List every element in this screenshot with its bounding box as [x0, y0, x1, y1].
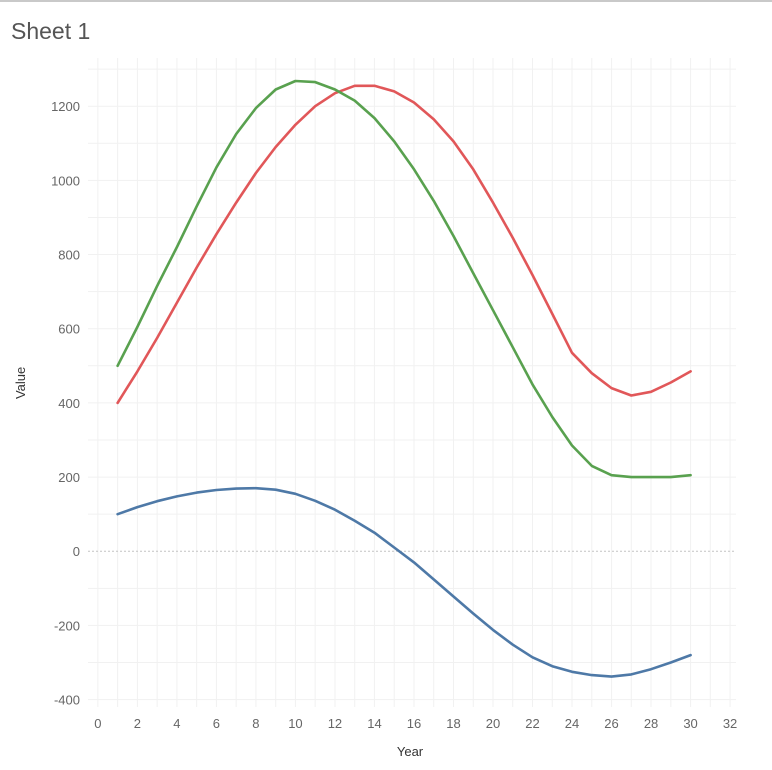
- grid: [88, 58, 736, 707]
- series-line-2[interactable]: [116, 84, 692, 405]
- series-line-1[interactable]: [116, 486, 692, 678]
- y-axis-ticks: -400 -200 0 200 400 600 800 1000 1200: [51, 99, 80, 707]
- x-tick-label: 4: [173, 716, 180, 731]
- y-tick-label: 600: [58, 322, 80, 337]
- y-axis-title: Value: [13, 367, 28, 399]
- x-tick-label: 20: [486, 716, 500, 731]
- series-lines: [116, 79, 692, 678]
- x-tick-label: 12: [328, 716, 342, 731]
- y-tick-label: 1200: [51, 99, 80, 114]
- y-tick-label: 1000: [51, 173, 80, 188]
- x-tick-label: 10: [288, 716, 302, 731]
- x-tick-label: 14: [367, 716, 381, 731]
- x-tick-label: 6: [213, 716, 220, 731]
- x-tick-label: 28: [644, 716, 658, 731]
- x-tick-label: 16: [407, 716, 421, 731]
- top-border: [0, 0, 772, 2]
- y-tick-label: -200: [54, 618, 80, 633]
- x-axis-title: Year: [397, 744, 424, 759]
- x-tick-label: 8: [252, 716, 259, 731]
- x-tick-label: 30: [683, 716, 697, 731]
- x-tick-label: 26: [604, 716, 618, 731]
- sheet-title: Sheet 1: [11, 18, 91, 44]
- y-tick-label: 400: [58, 396, 80, 411]
- x-tick-label: 22: [525, 716, 539, 731]
- y-tick-label: 800: [58, 248, 80, 263]
- x-tick-label: 0: [94, 716, 101, 731]
- x-tick-label: 2: [134, 716, 141, 731]
- series-line-3[interactable]: [116, 79, 692, 479]
- x-tick-label: 18: [446, 716, 460, 731]
- x-axis-ticks: 0 2 4 6 8 10 12 14 16 18 20 22 24 26 28 30 32: [94, 716, 737, 731]
- x-tick-label: 24: [565, 716, 579, 731]
- y-tick-label: 200: [58, 470, 80, 485]
- y-tick-label: 0: [73, 544, 80, 559]
- y-tick-label: -400: [54, 693, 80, 708]
- x-tick-label: 32: [723, 716, 737, 731]
